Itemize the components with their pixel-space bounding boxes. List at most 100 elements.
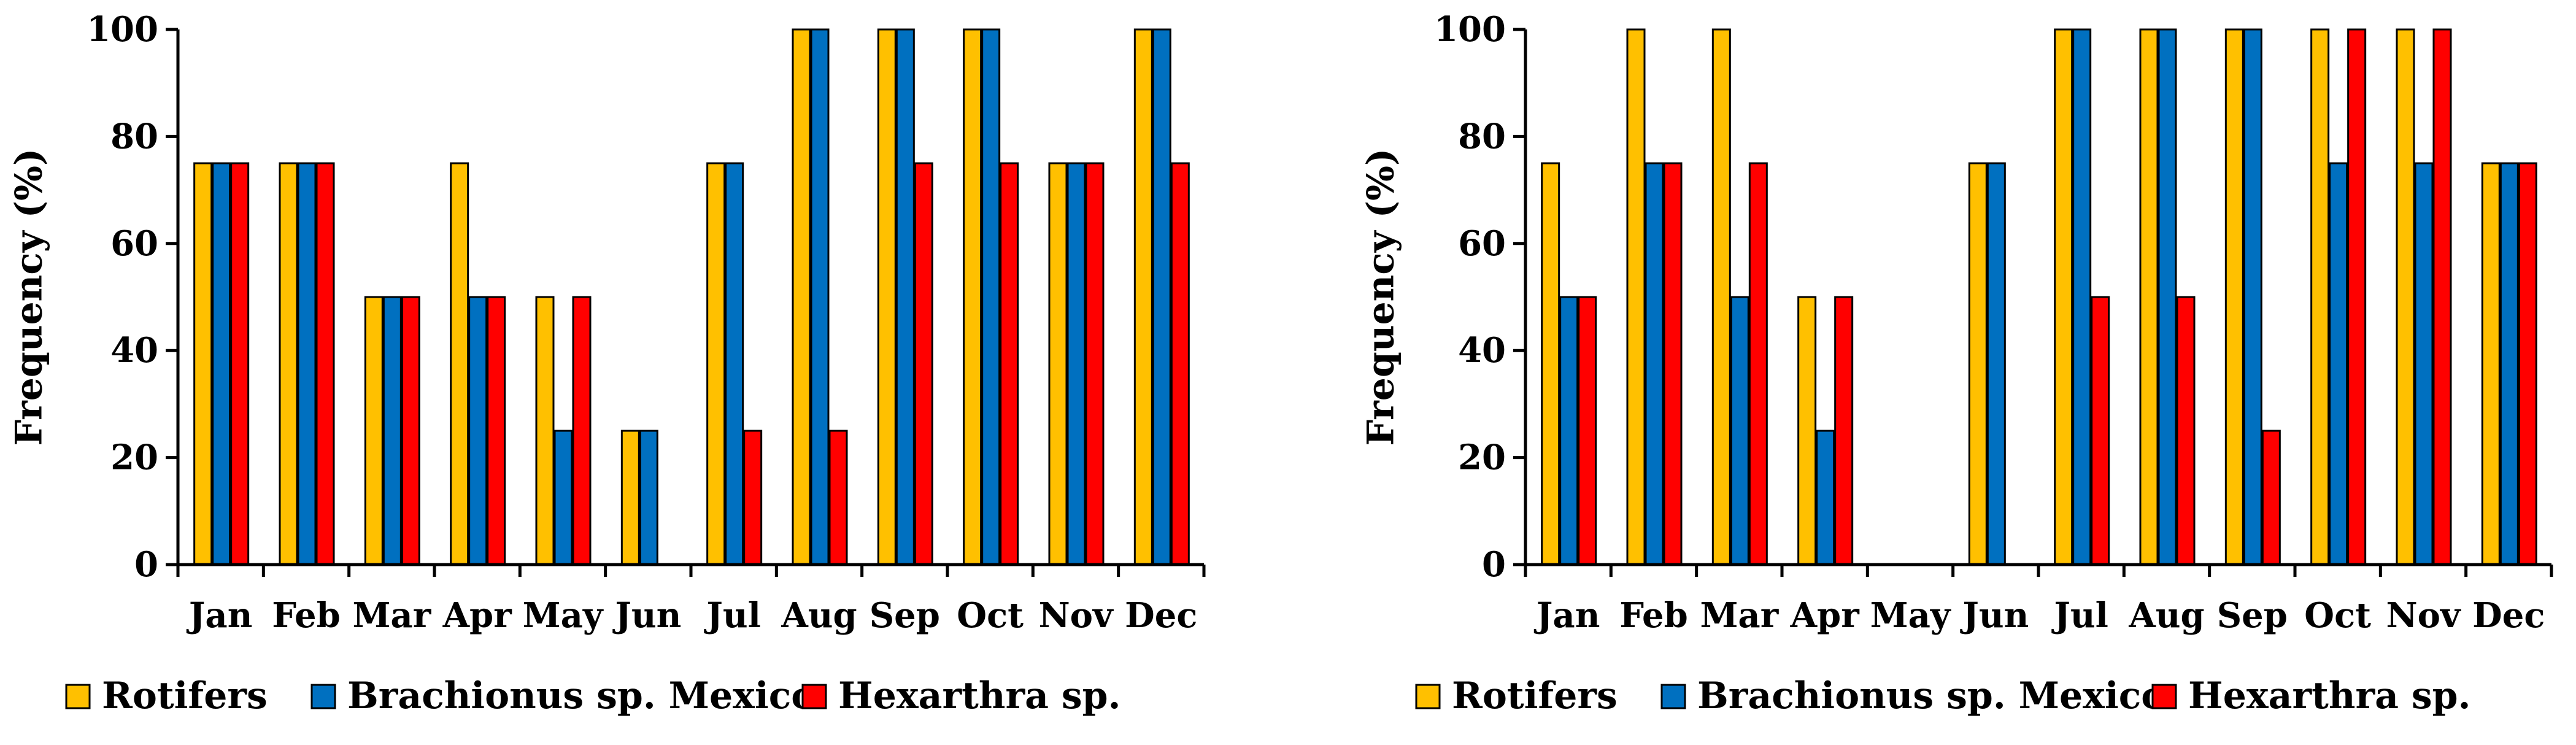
bar-hexarthra-sp-may: [572, 296, 592, 566]
legend-swatch-hexarthra-sp: [801, 684, 827, 709]
bar-brachionus-sp-mexico-sep: [895, 28, 915, 566]
bar-rotifers-jan: [1541, 162, 1560, 566]
bar-brachionus-sp-mexico-mar: [382, 296, 402, 566]
legend-swatch-brachionus-sp-mexico: [1660, 684, 1686, 709]
bar-brachionus-sp-mexico-apr: [1816, 430, 1835, 566]
bar-rotifers-jun: [1968, 162, 1988, 566]
x-tick-label: Jul: [703, 595, 760, 636]
bar-brachionus-sp-mexico-dec: [1152, 28, 1171, 566]
bar-hexarthra-sp-mar: [401, 296, 420, 566]
legend-label: Brachionus sp. Mexico: [347, 674, 816, 717]
chart-panel-2: 0 20 40 60 80 100 Frequency (%) Jan Feb Mar Apr May…: [1360, 9, 2553, 717]
bar-rotifers-oct: [2310, 28, 2330, 566]
bar-hexarthra-sp-mar: [1748, 162, 1768, 566]
bar-brachionus-sp-mexico-feb: [1645, 162, 1664, 566]
bar-hexarthra-sp-jan: [1578, 296, 1597, 566]
bar-brachionus-sp-mexico-nov: [1066, 162, 1086, 566]
x-tick-label: Dec: [2472, 595, 2545, 636]
bar-hexarthra-sp-jan: [230, 162, 250, 566]
y-axis-title: Frequency (%): [1360, 149, 1403, 446]
y-tick-label: 100: [87, 9, 158, 50]
bar-rotifers-dec: [2481, 162, 2501, 566]
legend-swatch-brachionus-sp-mexico: [310, 684, 336, 709]
y-tick-label: 60: [110, 223, 158, 264]
legend-label: Brachionus sp. Mexico: [1697, 674, 2165, 717]
bar-hexarthra-sp-feb: [315, 162, 335, 566]
bar-hexarthra-sp-dec: [2518, 162, 2537, 566]
bar-rotifers-jul: [706, 162, 726, 566]
bar-brachionus-sp-mexico-oct: [981, 28, 1001, 566]
y-tick-label: 0: [134, 544, 158, 585]
x-tick-label: Aug: [2128, 595, 2204, 636]
y-tick-label: 20: [1458, 438, 1506, 478]
x-tick-label: May: [1870, 595, 1951, 636]
bar-rotifers-oct: [963, 28, 982, 566]
bar-rotifers-dec: [1133, 28, 1153, 566]
bar-rotifers-may: [535, 296, 555, 566]
bar-brachionus-sp-mexico-jun: [639, 430, 658, 566]
y-tick-label: 80: [1458, 116, 1506, 156]
y-tick-label: 20: [110, 438, 158, 478]
y-tick-label: 0: [1482, 544, 1506, 585]
y-tick-label: 80: [110, 116, 158, 156]
bar-hexarthra-sp-sep: [914, 162, 933, 566]
y-tick-label: 60: [1458, 223, 1506, 264]
bar-brachionus-sp-mexico-aug: [2158, 28, 2177, 566]
bar-rotifers-nov: [2396, 28, 2415, 566]
bar-brachionus-sp-mexico-dec: [2499, 162, 2519, 566]
x-tick-label: Nov: [2386, 595, 2461, 636]
bar-brachionus-sp-mexico-sep: [2243, 28, 2262, 566]
x-tick-label: Dec: [1125, 595, 1197, 636]
y-tick-label: 40: [110, 330, 158, 371]
x-tick-label: Jan: [186, 595, 253, 636]
x-tick-label: Apr: [442, 595, 513, 636]
bar-brachionus-sp-mexico-jan: [1559, 296, 1579, 566]
x-tick-label: Jan: [1533, 595, 1600, 636]
bar-hexarthra-sp-oct: [1000, 162, 1019, 566]
bar-hexarthra-sp-apr: [1834, 296, 1854, 566]
bar-hexarthra-sp-aug: [2176, 296, 2196, 566]
bar-brachionus-sp-mexico-mar: [1730, 296, 1749, 566]
bar-rotifers-aug: [2139, 28, 2159, 566]
bar-brachionus-sp-mexico-nov: [2414, 162, 2434, 566]
bar-rotifers-jul: [2054, 28, 2073, 566]
bar-rotifers-apr: [1797, 296, 1817, 566]
bar-rotifers-mar: [1711, 28, 1731, 566]
bar-rotifers-sep: [2224, 28, 2244, 566]
x-tick-label: Mar: [1700, 595, 1779, 636]
x-tick-label: Apr: [1790, 595, 1861, 636]
x-tick-label: Oct: [957, 595, 1024, 636]
bar-hexarthra-sp-feb: [1663, 162, 1683, 566]
legend: Rotifers Brachionus sp. Mexico Hexarthra s…: [1415, 674, 2470, 717]
bar-rotifers-feb: [1626, 28, 1646, 566]
bar-brachionus-sp-mexico-jan: [212, 162, 231, 566]
bar-rotifers-mar: [364, 296, 384, 566]
x-tick-label: Jun: [1959, 595, 2029, 636]
bar-rotifers-aug: [792, 28, 811, 566]
bar-brachionus-sp-mexico-aug: [810, 28, 830, 566]
chart-panel-1: 0 20 40 60 80 100 Frequency (%) Jan Feb Mar Apr May…: [8, 9, 1206, 717]
x-tick-label: Jul: [2051, 595, 2108, 636]
bar-brachionus-sp-mexico-jul: [2072, 28, 2092, 566]
legend: Rotifers Brachionus sp. Mexico Hexarthra s…: [65, 674, 1120, 717]
bar-hexarthra-sp-dec: [1170, 162, 1190, 566]
bar-hexarthra-sp-nov: [2432, 28, 2452, 566]
legend-swatch-rotifers: [65, 684, 91, 709]
bar-rotifers-feb: [279, 162, 298, 566]
bar-brachionus-sp-mexico-apr: [468, 296, 488, 566]
x-tick-label: Nov: [1038, 595, 1114, 636]
x-tick-label: Sep: [870, 595, 940, 636]
bar-rotifers-jun: [620, 430, 640, 566]
bar-hexarthra-sp-aug: [828, 430, 848, 566]
legend-swatch-rotifers: [1415, 684, 1441, 709]
bar-rotifers-jan: [193, 162, 213, 566]
bar-brachionus-sp-mexico-may: [553, 430, 573, 566]
bar-rotifers-apr: [450, 162, 469, 566]
y-tick-label: 100: [1434, 9, 1506, 50]
legend-label: Rotifers: [1452, 674, 1618, 717]
bar-rotifers-sep: [877, 28, 897, 566]
legend-label: Hexarthra sp.: [2188, 674, 2470, 717]
legend-label: Rotifers: [102, 674, 268, 717]
x-tick-label: May: [523, 595, 604, 636]
